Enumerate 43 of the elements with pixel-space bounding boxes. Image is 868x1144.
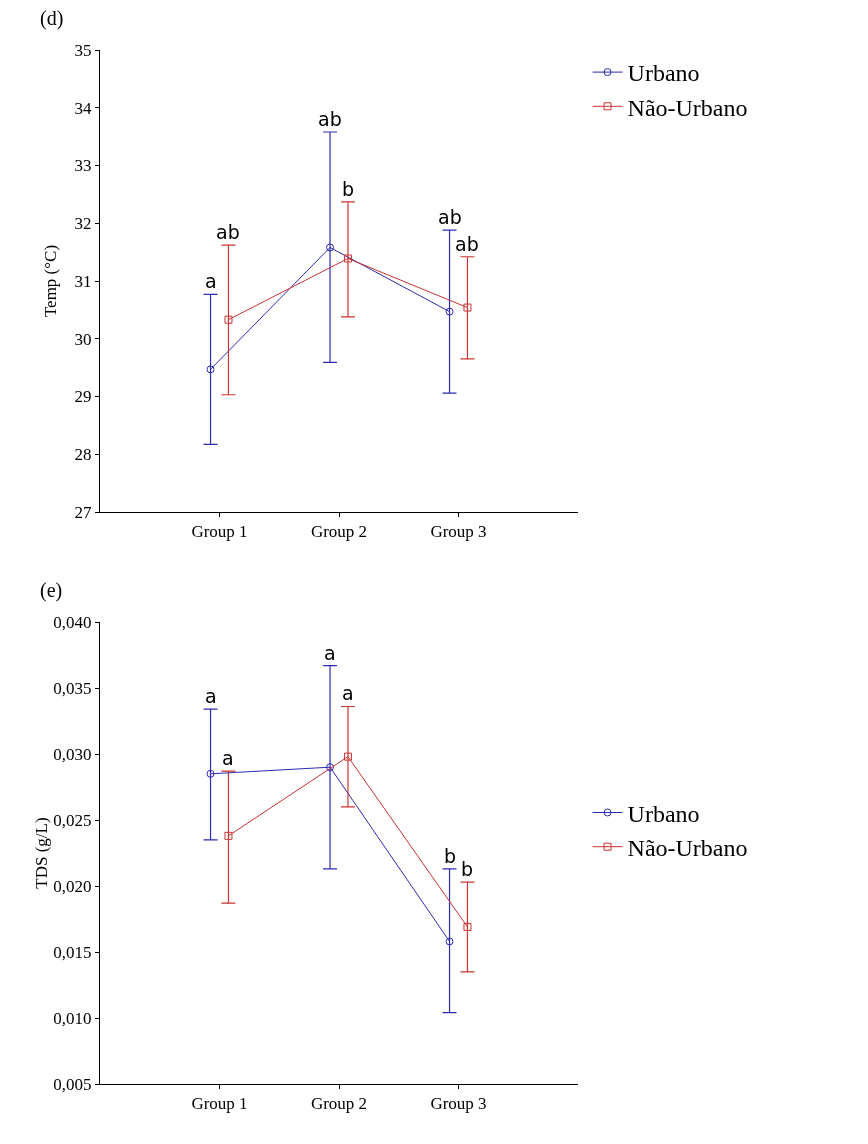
x-tick-label: Group 1 <box>191 1094 248 1114</box>
annotation: a <box>342 682 354 704</box>
annotation: a <box>205 270 217 292</box>
x-tick-label: Group 3 <box>430 522 487 542</box>
x-tick-label: Group 3 <box>430 1094 487 1114</box>
y-tick-label: 32 <box>74 214 92 234</box>
y-tick-label: 33 <box>74 156 92 176</box>
y-tick-label: 0,035 <box>53 678 92 698</box>
y-tick-label: 0,020 <box>53 876 92 896</box>
annotation: a <box>205 685 217 707</box>
y-tick-label: 35 <box>74 40 92 60</box>
y-axis-title: Temp (°C) <box>41 244 60 318</box>
annotation: b <box>342 178 355 200</box>
y-tick-label: 0,040 <box>53 612 92 632</box>
y-tick-label: 0,025 <box>53 810 92 830</box>
y-tick-label: 0,030 <box>53 744 92 764</box>
y-tick-label: 0,010 <box>53 1008 92 1028</box>
annotation: b <box>461 858 474 880</box>
legend-label: Urbano <box>627 60 700 87</box>
chart-title: (e) <box>40 579 63 602</box>
y-tick-label: 28 <box>74 445 92 465</box>
annotation: ab <box>318 108 342 130</box>
y-tick-label: 29 <box>74 387 92 407</box>
x-tick-label: Group 2 <box>310 522 368 542</box>
y-tick-label: 0,005 <box>53 1074 92 1094</box>
y-axis-title: TDS (g/L) <box>32 817 52 889</box>
chart-title: (d) <box>40 7 64 30</box>
annotation: a <box>222 747 234 769</box>
x-tick-label: Group 2 <box>310 1094 368 1114</box>
annotation: b <box>444 845 457 867</box>
y-tick-label: 31 <box>74 271 92 291</box>
annotation: ab <box>438 206 462 228</box>
annotation: ab <box>455 233 479 255</box>
y-tick-label: 30 <box>74 329 92 349</box>
legend-label: Não-Urbano <box>627 835 748 862</box>
legend-label: Urbano <box>627 800 700 827</box>
y-tick-label: 0,015 <box>53 942 92 962</box>
annotation: ab <box>216 221 240 243</box>
x-tick-label: Group 1 <box>191 522 248 542</box>
y-tick-label: 34 <box>74 98 93 118</box>
legend-label: Não-Urbano <box>627 94 748 121</box>
annotation: a <box>324 642 336 664</box>
y-tick-label: 27 <box>74 502 93 522</box>
